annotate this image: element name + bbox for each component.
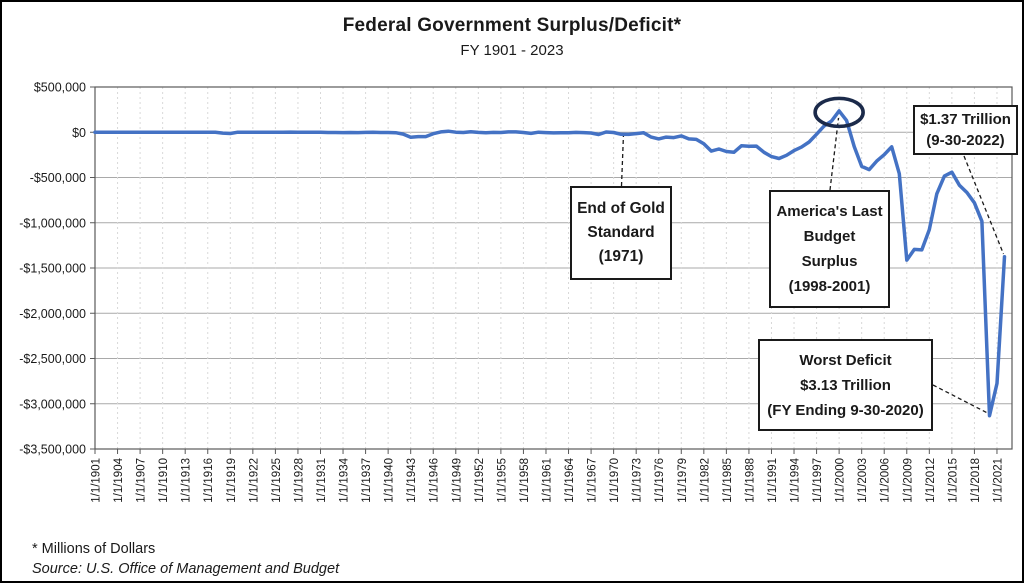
- x-tick-label: 1/1/1907: [136, 458, 148, 503]
- annotation-line: Budget: [803, 228, 856, 245]
- x-tick-label: 1/1/1916: [203, 458, 215, 503]
- callout-line: [829, 117, 840, 191]
- x-tick-label: 1/1/2000: [835, 458, 847, 503]
- x-tick-label: 1/1/1946: [429, 458, 441, 503]
- annotation-worst-deficit: Worst Deficit $3.13 Trillion (FY Ending …: [758, 339, 933, 431]
- chart-title: Federal Government Surplus/Deficit*: [342, 15, 682, 36]
- y-tick-label: -$1,500,000: [19, 262, 86, 276]
- x-tick-label: 1/1/1949: [451, 458, 463, 503]
- annotation-2022-deficit: $1.37 Trillion (9-30-2022): [913, 105, 1018, 155]
- x-tick-label: 1/1/2021: [992, 458, 1004, 503]
- x-tick-label: 1/1/1937: [361, 458, 373, 503]
- annotation-end-of-gold-standard: End of Gold Standard (1971): [570, 186, 672, 280]
- x-tick-label: 1/1/1922: [248, 458, 260, 503]
- x-tick-label: 1/1/1910: [158, 458, 170, 503]
- callout-line: [963, 155, 1005, 255]
- chart-subtitle: FY 1901 - 2023: [460, 42, 564, 59]
- x-tick-label: 1/1/1913: [181, 458, 193, 503]
- x-tick-label: 1/1/1901: [91, 458, 103, 503]
- annotation-line: (1998-2001): [788, 278, 871, 295]
- footnote-units: * Millions of Dollars: [32, 541, 156, 557]
- annotation-line: (FY Ending 9-30-2020): [767, 401, 924, 419]
- x-tick-label: 1/1/2009: [902, 458, 914, 503]
- x-tick-label: 1/1/2003: [857, 458, 869, 503]
- annotation-line: (9-30-2022): [926, 132, 1005, 149]
- x-tick-label: 1/1/1973: [632, 458, 644, 503]
- surplus-highlight-ellipse: [813, 96, 865, 129]
- y-tick-label: -$2,500,000: [19, 352, 86, 366]
- x-tick-label: 1/1/1925: [271, 458, 283, 503]
- x-tick-label: 1/1/1940: [384, 458, 396, 503]
- annotation-line: Surplus: [801, 253, 858, 270]
- annotation-line: $3.13 Trillion: [800, 376, 891, 394]
- x-tick-label: 1/1/1958: [519, 458, 531, 503]
- callout-line: [620, 133, 625, 187]
- annotation-line: (1971): [598, 248, 644, 265]
- x-tick-label: 1/1/2018: [970, 458, 982, 503]
- annotation-line: Standard: [587, 224, 655, 241]
- x-tick-label: 1/1/1979: [677, 458, 689, 503]
- annotation-line: $1.37 Trillion: [920, 111, 1011, 128]
- x-tick-label: 1/1/1964: [564, 457, 576, 502]
- x-tick-label: 1/1/1967: [587, 458, 599, 503]
- x-tick-label: 1/1/2006: [880, 458, 892, 503]
- x-tick-label: 1/1/1991: [767, 458, 779, 503]
- footnote-source: Source: U.S. Office of Management and Bu…: [32, 561, 340, 577]
- x-tick-label: 1/1/1982: [699, 458, 711, 503]
- x-tick-label: 1/1/1976: [654, 458, 666, 503]
- x-tick-label: 1/1/1931: [316, 458, 328, 503]
- x-tick-label: 1/1/1994: [790, 457, 802, 502]
- x-tick-label: 1/1/1928: [293, 458, 305, 503]
- callout-line: [932, 384, 988, 414]
- x-tick-label: 1/1/1904: [113, 457, 125, 502]
- annotation-line: America's Last: [776, 203, 883, 220]
- x-tick-label: 1/1/1997: [812, 458, 824, 503]
- annotation-line: Worst Deficit: [799, 351, 892, 369]
- x-tick-label: 1/1/1970: [609, 458, 621, 503]
- data-line: [93, 109, 1007, 418]
- y-tick-label: -$3,500,000: [19, 443, 86, 457]
- x-tick-label: 1/1/2012: [925, 458, 937, 503]
- y-tick-label: -$2,000,000: [19, 307, 86, 321]
- x-tick-label: 1/1/1988: [744, 458, 756, 503]
- x-tick-label: 1/1/1952: [474, 458, 486, 503]
- x-tick-label: 1/1/1985: [722, 458, 734, 503]
- y-tick-label: -$1,000,000: [19, 216, 86, 230]
- y-tick-label: $500,000: [34, 81, 86, 95]
- x-tick-label: 1/1/2015: [947, 458, 959, 503]
- annotation-last-budget-surplus: America's Last Budget Surplus (1998-2001…: [769, 190, 890, 308]
- x-tick-label: 1/1/1955: [496, 458, 508, 503]
- x-tick-label: 1/1/1934: [339, 457, 351, 502]
- x-tick-label: 1/1/1943: [406, 458, 418, 503]
- annotation-line: End of Gold: [577, 200, 665, 217]
- x-tick-label: 1/1/1961: [541, 458, 553, 503]
- y-tick-label: -$500,000: [30, 171, 86, 185]
- plot-border: [94, 86, 1013, 450]
- y-tick-label: $0: [72, 126, 86, 140]
- y-tick-label: -$3,000,000: [19, 397, 86, 411]
- x-tick-label: 1/1/1919: [226, 458, 238, 503]
